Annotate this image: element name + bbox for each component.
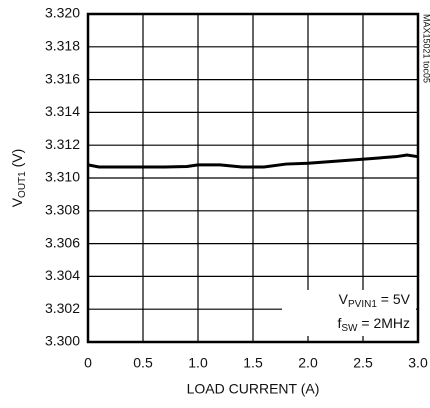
y-tick-label: 3.308 [45, 202, 80, 218]
annotation-bg [282, 290, 416, 336]
annotation-rest: = 2MHz [357, 315, 410, 331]
annotation-rest: = 5V [377, 291, 411, 307]
y-label-main: V [9, 197, 25, 207]
y-label-sub: OUT1 [17, 171, 28, 198]
x-tick-label: 1.0 [188, 355, 208, 371]
y-tick-label: 3.304 [45, 267, 80, 283]
annotation-sub: PVIN1 [348, 299, 377, 310]
y-tick-label: 3.300 [45, 333, 80, 349]
y-label-rest: (V) [9, 149, 25, 172]
data-line [87, 153, 419, 169]
x-tick-label: 0.5 [133, 355, 153, 371]
x-axis-label: LOAD CURRENT (A) [187, 381, 320, 397]
y-tick-label: 3.306 [45, 234, 80, 250]
y-tick-label: 3.320 [45, 5, 80, 21]
y-tick-label: 3.310 [45, 169, 80, 185]
x-tick-label: 1.5 [243, 355, 263, 371]
annotation: fSW = 2MHz [337, 315, 410, 334]
annotation: VPVIN1 = 5V [339, 291, 411, 310]
y-tick-label: 3.316 [45, 70, 80, 86]
x-tick-label: 3.0 [408, 355, 428, 371]
y-tick-label: 3.314 [45, 103, 80, 119]
y-tick-label: 3.302 [45, 300, 80, 316]
plot-frame [86, 12, 420, 344]
y-axis-label: VOUT1 (V) [9, 149, 28, 208]
y-tick-label: 3.318 [45, 38, 80, 54]
x-tick-label: 2.0 [298, 355, 318, 371]
annotation-sub: SW [341, 323, 358, 334]
y-tick-label: 3.312 [45, 136, 80, 152]
x-tick-label: 0 [84, 355, 92, 371]
annotation-main: f [337, 315, 341, 331]
x-tick-label: 2.5 [353, 355, 373, 371]
annotation-main: V [339, 291, 349, 307]
side-note: MAX15021 toc05 [422, 14, 430, 83]
